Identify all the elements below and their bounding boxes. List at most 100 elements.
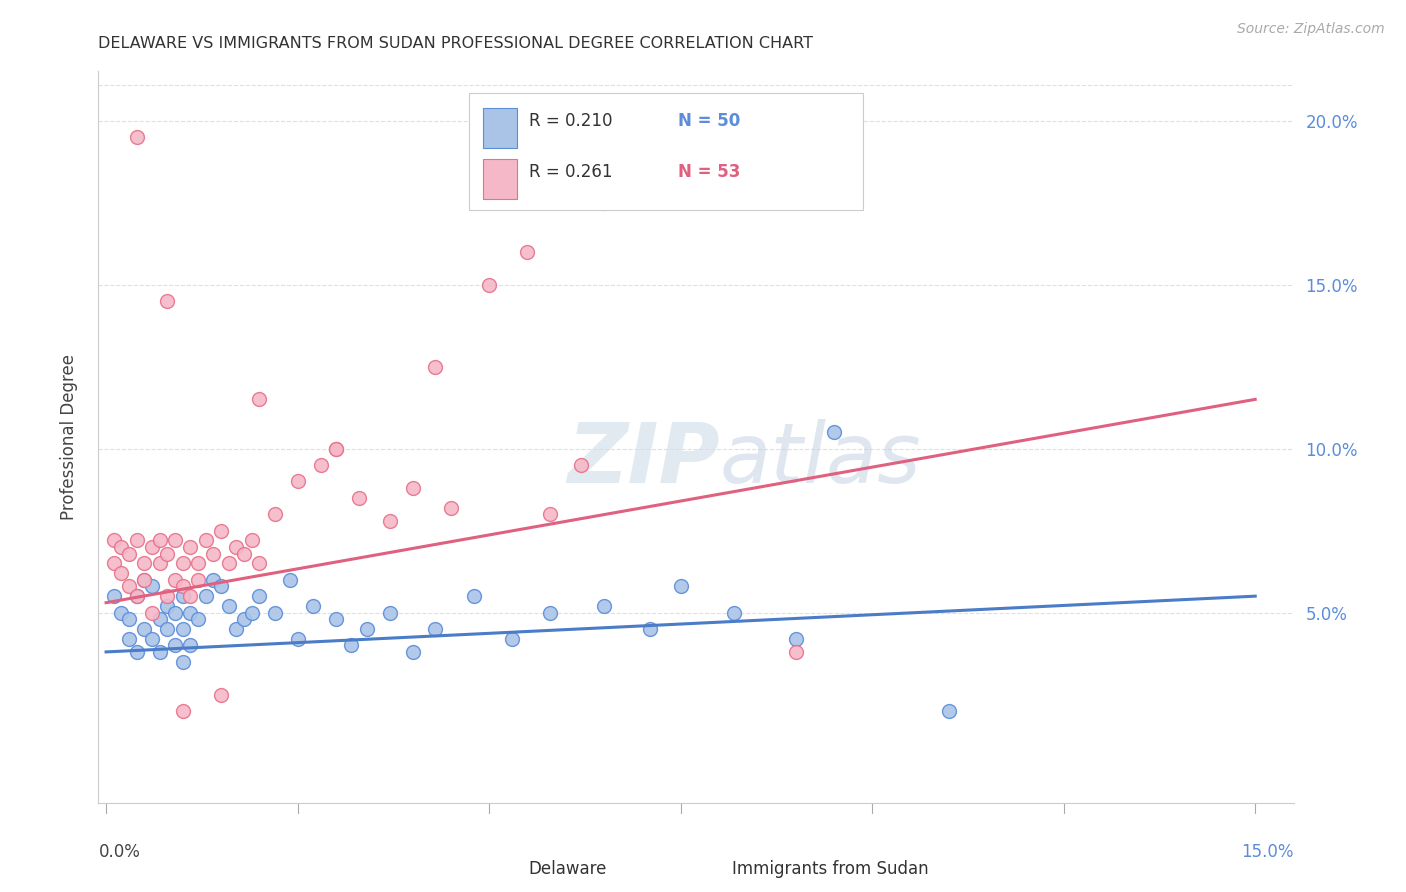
Point: [149, 612, 172, 626]
Point: [125, 533, 148, 548]
Point: [125, 589, 148, 603]
Point: [156, 547, 179, 561]
Point: [118, 579, 141, 593]
Point: [141, 632, 163, 646]
FancyBboxPatch shape: [484, 108, 517, 148]
Point: [263, 606, 285, 620]
Point: [179, 540, 201, 554]
Text: N = 50: N = 50: [678, 112, 741, 130]
Point: [110, 606, 132, 620]
Text: N = 53: N = 53: [678, 163, 741, 181]
Point: [218, 599, 240, 613]
Point: [172, 655, 194, 669]
Point: [287, 475, 309, 489]
Point: [233, 547, 256, 561]
Point: [156, 622, 179, 636]
Point: [247, 392, 270, 407]
Point: [118, 632, 141, 646]
Point: [172, 589, 194, 603]
Point: [172, 704, 194, 718]
Point: [187, 573, 209, 587]
Point: [194, 589, 217, 603]
Point: [347, 491, 370, 505]
Point: [110, 540, 132, 554]
Point: [156, 589, 179, 603]
Point: [110, 566, 132, 581]
Point: [225, 540, 247, 554]
FancyBboxPatch shape: [678, 852, 724, 887]
Text: R = 0.261: R = 0.261: [529, 163, 612, 181]
Point: [569, 458, 592, 472]
Point: [194, 533, 217, 548]
Point: [823, 425, 845, 439]
Point: [187, 557, 209, 571]
Point: [149, 533, 172, 548]
Point: [125, 589, 148, 603]
Point: [179, 606, 201, 620]
Point: [156, 293, 179, 308]
Point: [538, 606, 561, 620]
Point: [149, 557, 172, 571]
Point: [209, 688, 232, 702]
Point: [501, 632, 523, 646]
Point: [218, 557, 240, 571]
Point: [401, 481, 423, 495]
Point: [325, 442, 347, 456]
Point: [593, 599, 616, 613]
Point: [134, 557, 156, 571]
Text: atlas: atlas: [720, 418, 921, 500]
Point: [669, 579, 692, 593]
Point: [118, 547, 141, 561]
Text: Source: ZipAtlas.com: Source: ZipAtlas.com: [1237, 22, 1385, 37]
Point: [225, 622, 247, 636]
Point: [187, 612, 209, 626]
Point: [401, 645, 423, 659]
Point: [172, 622, 194, 636]
Point: [149, 645, 172, 659]
Point: [172, 557, 194, 571]
Text: 0.0%: 0.0%: [98, 843, 141, 861]
Point: [340, 638, 363, 652]
Y-axis label: Professional Degree: Professional Degree: [59, 354, 77, 520]
Point: [179, 589, 201, 603]
Point: [134, 622, 156, 636]
Point: [103, 557, 125, 571]
FancyBboxPatch shape: [470, 94, 863, 211]
Text: ZIP: ZIP: [567, 418, 720, 500]
Point: [302, 599, 325, 613]
Point: [163, 533, 186, 548]
Point: [163, 638, 186, 652]
Point: [134, 573, 156, 587]
Point: [125, 130, 148, 145]
Point: [141, 540, 163, 554]
Text: Delaware: Delaware: [529, 860, 607, 878]
Point: [202, 573, 225, 587]
Point: [785, 632, 807, 646]
Text: R = 0.210: R = 0.210: [529, 112, 612, 130]
Point: [233, 612, 256, 626]
Point: [638, 622, 661, 636]
Point: [202, 547, 225, 561]
Point: [263, 507, 285, 521]
Point: [938, 704, 960, 718]
Point: [156, 599, 179, 613]
Text: 15.0%: 15.0%: [1241, 843, 1294, 861]
Point: [172, 579, 194, 593]
Point: [593, 195, 616, 210]
Point: [103, 589, 125, 603]
Point: [440, 500, 463, 515]
Point: [309, 458, 332, 472]
Point: [785, 645, 807, 659]
Point: [247, 589, 270, 603]
Point: [425, 622, 447, 636]
Point: [478, 277, 501, 292]
FancyBboxPatch shape: [484, 159, 517, 200]
Point: [723, 606, 745, 620]
Point: [356, 622, 378, 636]
Point: [240, 533, 263, 548]
Point: [325, 442, 347, 456]
Point: [378, 606, 401, 620]
Point: [118, 612, 141, 626]
Point: [425, 359, 447, 374]
Point: [209, 579, 232, 593]
